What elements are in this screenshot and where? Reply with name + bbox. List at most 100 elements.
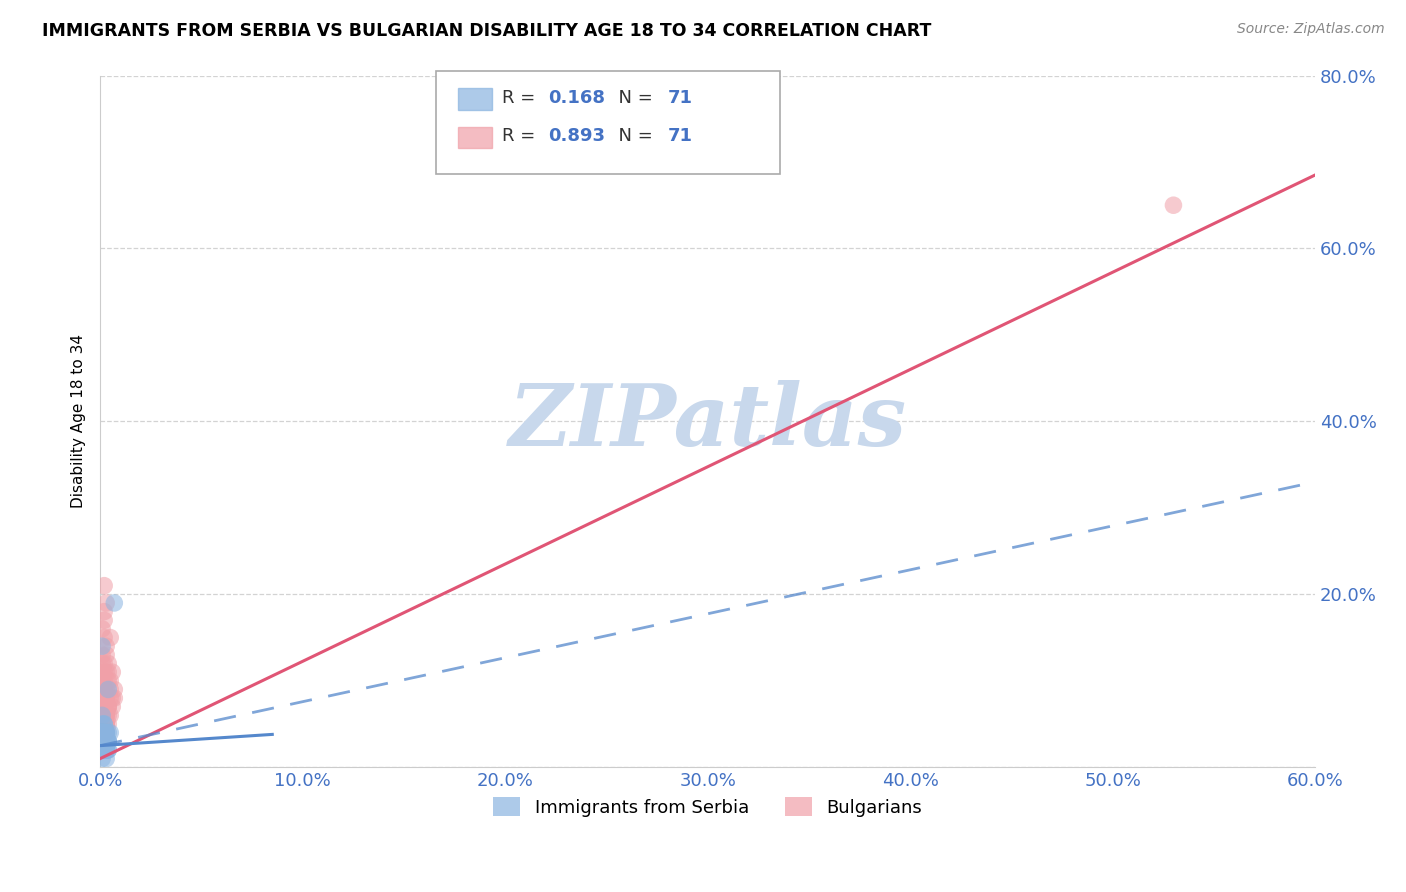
Point (91, 725, 114, 739)
Point (93, 631, 115, 645)
Point (91, 717, 114, 731)
Point (93, 734, 115, 748)
Point (91, 708, 114, 723)
Point (91, 717, 114, 731)
Point (96, 717, 118, 731)
Point (96, 743, 118, 757)
Point (96, 717, 118, 731)
Point (91, 743, 114, 757)
Point (93, 734, 115, 748)
Point (93, 682, 115, 697)
Point (93, 699, 115, 714)
Point (93, 691, 115, 706)
Point (96, 708, 118, 723)
Point (101, 699, 124, 714)
Point (96, 743, 118, 757)
Point (91, 734, 114, 748)
Point (96, 734, 118, 748)
Point (91, 699, 114, 714)
Point (93, 743, 115, 757)
Point (96, 743, 118, 757)
Point (93, 743, 115, 757)
Point (91, 725, 114, 739)
Text: N =: N = (607, 128, 659, 145)
Point (96, 734, 118, 748)
Point (91, 743, 114, 757)
Point (93, 734, 115, 748)
Point (96, 743, 118, 757)
Point (91, 734, 114, 748)
Point (91, 708, 114, 723)
Point (91, 639, 114, 653)
Point (98, 682, 121, 697)
Text: Source: ZipAtlas.com: Source: ZipAtlas.com (1237, 22, 1385, 37)
Point (98, 691, 121, 706)
Point (93, 734, 115, 748)
Point (97, 725, 120, 739)
Point (93, 717, 115, 731)
Point (91, 734, 114, 748)
Point (96, 691, 118, 706)
Point (103, 691, 125, 706)
Point (91, 673, 114, 688)
Point (93, 657, 115, 671)
Point (96, 743, 118, 757)
Point (96, 639, 118, 653)
Legend: Immigrants from Serbia, Bulgarians: Immigrants from Serbia, Bulgarians (486, 790, 929, 824)
Text: N =: N = (607, 89, 659, 107)
Point (96, 734, 118, 748)
Point (91, 708, 114, 723)
Point (97, 743, 120, 757)
Point (91, 673, 114, 688)
Point (97, 699, 120, 714)
Point (93, 725, 115, 739)
Point (91, 751, 114, 765)
Point (93, 734, 115, 748)
Point (98, 673, 121, 688)
Point (91, 743, 114, 757)
Point (91, 743, 114, 757)
Text: 71: 71 (668, 89, 693, 107)
Point (96, 734, 118, 748)
Point (97, 708, 120, 723)
Point (91, 708, 114, 723)
Point (91, 691, 114, 706)
Point (91, 743, 114, 757)
Point (91, 708, 114, 723)
Point (93, 579, 115, 593)
Point (103, 596, 125, 610)
Point (91, 657, 114, 671)
Point (97, 743, 120, 757)
Point (103, 682, 125, 697)
Point (97, 734, 120, 748)
Point (97, 673, 120, 688)
Point (93, 699, 115, 714)
Point (96, 725, 118, 739)
Point (91, 648, 114, 662)
Point (98, 708, 121, 723)
Point (96, 725, 118, 739)
Point (96, 725, 118, 739)
Point (91, 725, 114, 739)
Point (91, 725, 114, 739)
Point (91, 734, 114, 748)
Text: R =: R = (502, 128, 541, 145)
Point (91, 734, 114, 748)
Point (97, 699, 120, 714)
Point (96, 665, 118, 680)
Point (97, 734, 120, 748)
Point (96, 708, 118, 723)
Text: R =: R = (502, 89, 541, 107)
Text: 71: 71 (668, 128, 693, 145)
Point (101, 691, 124, 706)
Point (97, 717, 120, 731)
Text: 0.168: 0.168 (548, 89, 606, 107)
Point (96, 734, 118, 748)
Point (93, 717, 115, 731)
Point (96, 691, 118, 706)
Point (93, 691, 115, 706)
Point (93, 708, 115, 723)
Point (93, 734, 115, 748)
Point (96, 743, 118, 757)
Y-axis label: Disability Age 18 to 34: Disability Age 18 to 34 (72, 334, 86, 508)
